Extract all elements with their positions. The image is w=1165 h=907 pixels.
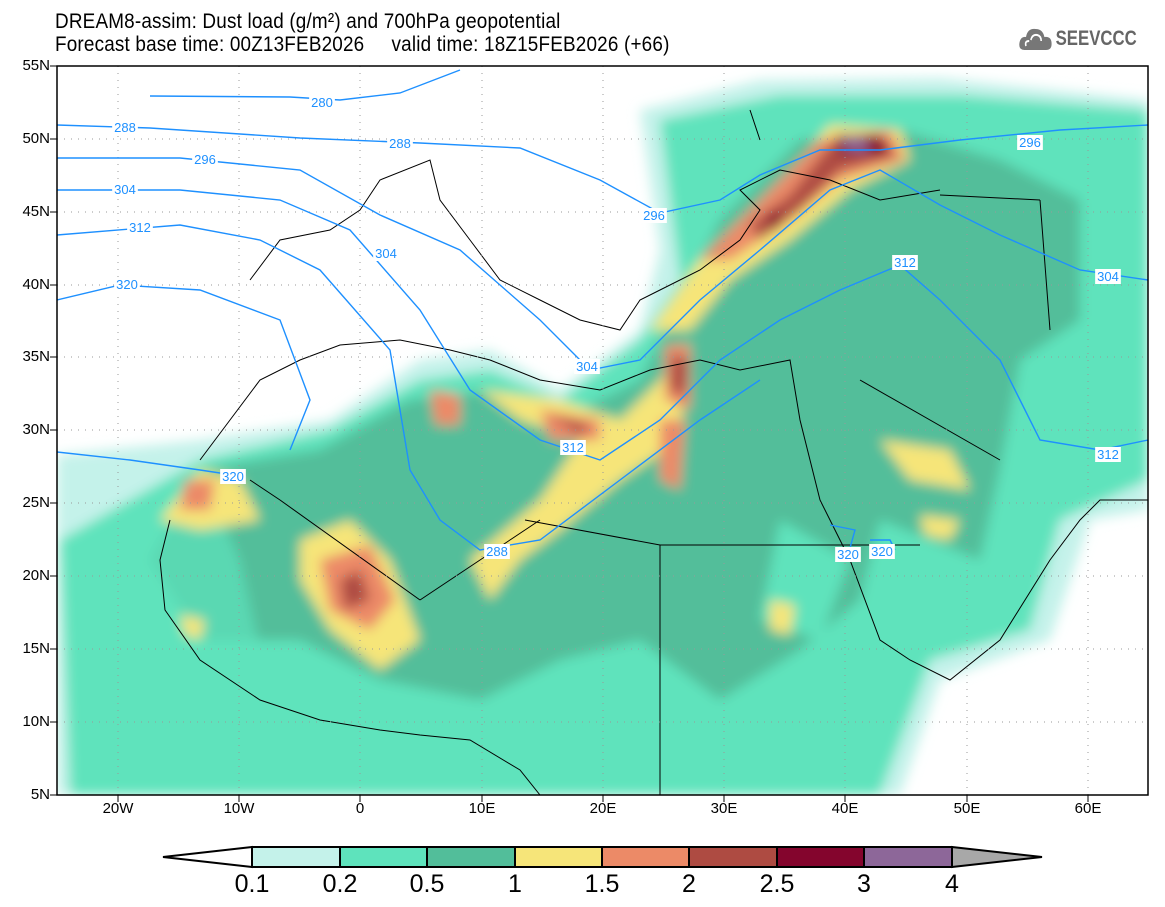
colorbar-label: 3 [857, 870, 871, 898]
contour-label-background [127, 220, 153, 235]
lat-label: 55N [22, 57, 50, 74]
contour-label-background [112, 182, 138, 197]
colorbar-bin [688, 846, 778, 868]
contour-label-background [1095, 269, 1121, 284]
lat-label: 15N [22, 640, 50, 657]
contour-label-background [835, 547, 861, 562]
contour-label-background [574, 359, 600, 374]
colorbar-label: 0.5 [409, 870, 445, 898]
lat-label: 35N [22, 348, 50, 365]
colorbar-label: 2 [682, 870, 696, 898]
axis-ticks [50, 65, 1089, 802]
contour-label-background [373, 246, 399, 261]
contour-label: 312 [894, 255, 916, 270]
colorbar-label: 1.5 [584, 870, 620, 898]
dust-level-2.5 [765, 135, 890, 232]
contour-label-background [1017, 135, 1043, 150]
contour-label: 296 [643, 208, 665, 223]
lat-label: 20N [22, 567, 50, 584]
contour-label-background [387, 136, 413, 151]
lon-label: 10W [223, 800, 255, 817]
colorbar-bin [776, 846, 865, 868]
contour-label-background [641, 208, 667, 223]
contour-label: 312 [562, 440, 584, 455]
contour-label: 304 [576, 359, 598, 374]
colorbar-bin [426, 846, 516, 868]
colorbar-bin [251, 846, 341, 868]
contour-label: 288 [389, 136, 411, 151]
lon-label: 0 [355, 800, 365, 817]
lon-label: 10E [468, 800, 496, 817]
contour-label: 288 [114, 120, 136, 135]
contour-label: 296 [1019, 135, 1041, 150]
colorbar-label: 0.2 [322, 870, 358, 898]
contour-label: 320 [871, 544, 893, 559]
contour-label-background [220, 469, 246, 484]
contour-label: 320 [222, 469, 244, 484]
colorbar-label: 1 [508, 870, 522, 898]
colorbar-label: 0.1 [234, 870, 270, 898]
contour-label: 320 [116, 277, 138, 292]
coastlines [159, 109, 1148, 795]
colorbar-bin [339, 846, 428, 868]
lon-label: 30E [710, 800, 738, 817]
forecast-times: Forecast base time: 00Z13FEB2026 valid t… [55, 33, 670, 56]
dust-level-3 [840, 137, 870, 152]
contour-label-background [114, 277, 140, 292]
lon-label: 20E [589, 800, 617, 817]
lat-label: 25N [22, 494, 50, 511]
lat-label: 40N [22, 276, 50, 293]
dust-field: 280 288 288 296 304 312 320 304 296 304 … [57, 66, 1148, 795]
contour-label: 304 [1097, 269, 1119, 284]
colorbar-label: 2.5 [759, 870, 795, 898]
contour-label-background [1095, 447, 1121, 462]
seevccc-logo: SEEVCCC [1018, 26, 1137, 52]
logo-text: SEEVCCC [1055, 27, 1137, 50]
grid-lines [57, 66, 1148, 795]
cloud-icon [1019, 28, 1052, 50]
lon-label: 40E [831, 800, 859, 817]
contour-label: 304 [114, 182, 136, 197]
lon-label: 50E [953, 800, 981, 817]
contour-label: 304 [375, 246, 397, 261]
contour-label: 320 [837, 547, 859, 562]
lat-label: 45N [22, 203, 50, 220]
contour-label-background [192, 152, 218, 167]
lat-label: 50N [22, 130, 50, 147]
contour-label-background [309, 95, 335, 110]
colorbar-bin [601, 846, 690, 868]
contour-label: 288 [486, 544, 508, 559]
contour-labels: 280 288 288 296 304 312 320 304 296 304 … [112, 95, 1121, 562]
lon-label: 60E [1074, 800, 1102, 817]
contour-label: 296 [194, 152, 216, 167]
contour-label-background [869, 544, 895, 559]
colorbar [162, 845, 1043, 869]
colorbar-label: 4 [945, 870, 959, 898]
lon-label: 20W [102, 800, 134, 817]
contour-label-background [112, 120, 138, 135]
lat-label: 30N [22, 421, 50, 438]
colorbar-bin [514, 846, 603, 868]
contour-label: 312 [1097, 447, 1119, 462]
lat-label: 10N [22, 713, 50, 730]
contour-label-background [892, 255, 918, 270]
contour-label-background [484, 544, 510, 559]
colorbar-over [951, 845, 1043, 869]
contour-label: 280 [311, 95, 333, 110]
contour-label: 312 [129, 220, 151, 235]
colorbar-under [162, 845, 253, 869]
map-title: DREAM8-assim: Dust load (g/m²) and 700hP… [55, 10, 561, 33]
colorbar-bin [863, 846, 953, 868]
contour-label-background [560, 440, 586, 455]
lat-label: 5N [30, 786, 50, 803]
